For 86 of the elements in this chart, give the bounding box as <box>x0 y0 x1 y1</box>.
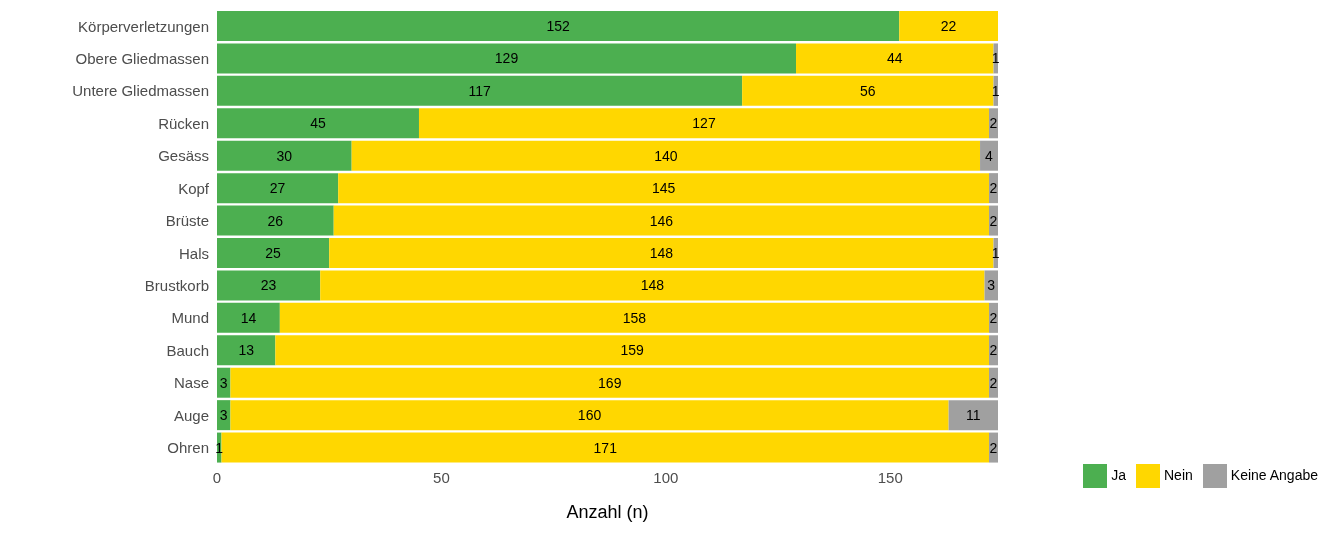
y-tick-label: Obere Gliedmassen <box>75 49 209 67</box>
legend-label: Nein <box>1164 467 1193 484</box>
data-label: 2 <box>989 180 998 197</box>
data-label: 4 <box>985 147 994 164</box>
data-label: 30 <box>276 147 293 164</box>
data-label: 169 <box>598 374 622 391</box>
data-label: 148 <box>640 277 665 294</box>
y-tick-label: Auge <box>173 406 209 424</box>
bar <box>796 43 994 74</box>
bar <box>217 173 339 204</box>
y-tick-label: Mund <box>171 309 209 327</box>
data-label: 56 <box>860 82 876 99</box>
x-tick-label: 0 <box>212 468 222 486</box>
data-label: 2 <box>989 115 998 132</box>
bar <box>217 205 334 236</box>
data-label: 3 <box>987 277 996 294</box>
bar <box>217 43 797 74</box>
data-label: 158 <box>622 309 647 326</box>
x-tick-label: 150 <box>877 468 903 486</box>
y-tick-label: Brüste <box>165 212 209 230</box>
bar <box>217 75 743 106</box>
data-label: 2 <box>989 342 998 359</box>
data-label: 26 <box>267 212 284 229</box>
data-label: 2 <box>989 439 998 456</box>
bar <box>230 367 990 398</box>
data-label: 2 <box>989 374 998 391</box>
bar <box>351 140 981 171</box>
bar <box>275 335 990 366</box>
data-label: 2 <box>989 212 998 229</box>
x-tick-label: 100 <box>653 468 679 486</box>
legend-label: Keine Angabe <box>1230 467 1318 484</box>
bar <box>899 11 998 41</box>
data-label: 27 <box>269 180 286 197</box>
bar <box>217 302 280 333</box>
bar <box>333 205 990 236</box>
bar <box>221 432 990 463</box>
x-axis-title: Anzahl (n) <box>566 502 649 522</box>
data-label: 3 <box>219 407 228 424</box>
y-tick-label: Körperverletzungen <box>78 17 209 35</box>
data-label: 145 <box>651 180 676 197</box>
data-label: 25 <box>265 244 282 261</box>
bar <box>329 238 994 268</box>
data-label: 129 <box>494 50 519 67</box>
bar <box>230 400 949 431</box>
data-label: 146 <box>649 212 674 229</box>
data-label: 22 <box>940 17 957 34</box>
bar <box>279 302 990 333</box>
data-label: 140 <box>654 147 678 164</box>
y-tick-label: Kopf <box>178 179 210 197</box>
bar <box>418 108 990 139</box>
data-label: 148 <box>649 244 674 261</box>
data-label: 159 <box>620 342 645 359</box>
bar <box>948 400 998 431</box>
legend-label: Ja <box>1111 467 1126 484</box>
data-label: 152 <box>546 17 571 34</box>
bar <box>217 238 330 268</box>
bar <box>217 108 419 139</box>
data-label: 23 <box>260 277 277 294</box>
y-tick-label: Untere Gliedmassen <box>72 82 209 100</box>
bar <box>217 11 900 41</box>
y-tick-label: Nase <box>173 374 209 392</box>
x-tick-label: 50 <box>433 468 450 486</box>
y-tick-label: Bauch <box>166 341 209 359</box>
bar <box>338 173 990 204</box>
data-label: 3 <box>219 374 228 391</box>
y-tick-label: Gesäss <box>158 147 209 165</box>
data-label: 11 <box>966 407 981 424</box>
data-label: 14 <box>240 309 257 326</box>
bar <box>217 335 276 366</box>
y-tick-label: Ohren <box>167 439 209 457</box>
data-label: 44 <box>886 50 903 67</box>
y-tick-label: Rücken <box>158 114 209 132</box>
bar <box>320 270 985 301</box>
bar <box>217 270 321 301</box>
y-tick-label: Hals <box>178 244 209 262</box>
data-label: 117 <box>468 82 491 99</box>
data-label: 2 <box>989 309 998 326</box>
data-label: 171 <box>593 439 618 456</box>
data-label: 160 <box>577 407 602 424</box>
data-label: 127 <box>692 115 716 132</box>
bar <box>980 140 998 171</box>
bar <box>742 75 994 106</box>
data-label: 13 <box>238 342 255 359</box>
data-label: 45 <box>310 115 326 132</box>
y-tick-label: Brustkorb <box>144 276 209 294</box>
bar <box>217 140 352 171</box>
